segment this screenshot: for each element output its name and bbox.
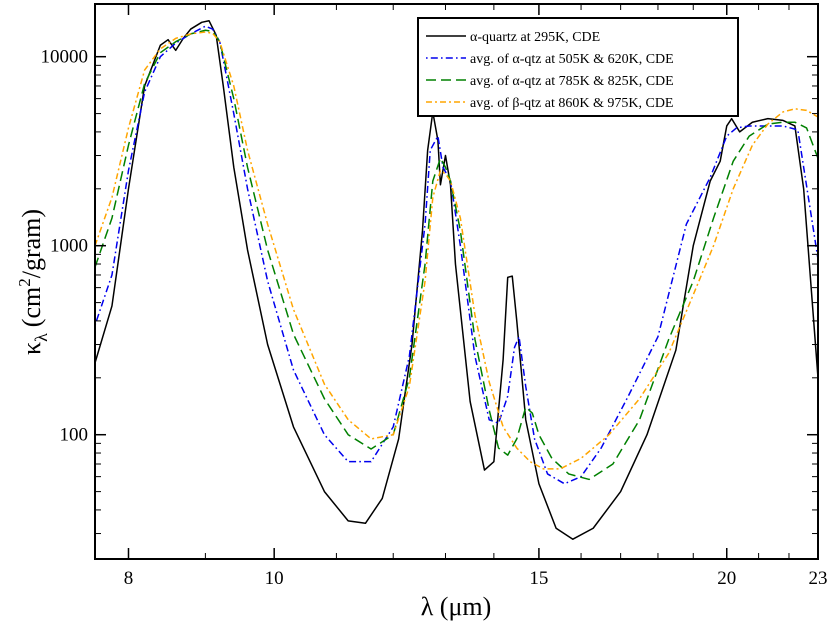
x-tick-label: 20 xyxy=(717,568,736,589)
x-axis-title: λ (μm) xyxy=(421,592,492,621)
y-axis-kappa: κ xyxy=(17,342,46,355)
axis-tick-labels: 8 10 15 20 23 100 1000 10000 xyxy=(41,47,828,589)
y-tick-label: 100 xyxy=(60,425,89,446)
y-axis-superscript: 2 xyxy=(15,278,34,287)
y-axis-units-pre: (cm xyxy=(17,287,46,327)
x-tick-label: 23 xyxy=(809,568,828,589)
legend: α-quartz at 295K, CDE avg. of α-qtz at 5… xyxy=(417,17,739,117)
y-tick-label: 1000 xyxy=(50,236,88,257)
y-tick-label: 10000 xyxy=(41,47,89,68)
legend-label-3: avg. of β-qtz at 860K & 975K, CDE xyxy=(470,96,673,111)
series-line-1 xyxy=(95,25,818,485)
legend-box xyxy=(417,17,739,117)
x-tick-label: 8 xyxy=(124,568,134,589)
axis-ticks xyxy=(95,4,819,559)
series-line-0 xyxy=(95,19,818,540)
y-axis-units-post: /gram) xyxy=(17,209,46,278)
legend-label-2: avg. of α-qtz at 785K & 825K, CDE xyxy=(470,74,674,89)
x-tick-label: 15 xyxy=(529,568,548,589)
plot-area xyxy=(95,19,818,540)
legend-label-0: α-quartz at 295K, CDE xyxy=(470,30,600,45)
y-axis-subscript: λ xyxy=(31,333,51,342)
x-tick-label: 10 xyxy=(265,568,284,589)
series-line-2 xyxy=(95,29,818,481)
plot-frame xyxy=(94,3,819,560)
legend-label-1: avg. of α-qtz at 505K & 620K, CDE xyxy=(470,52,674,67)
y-axis-title: κλ (cm2/gram) xyxy=(15,209,51,355)
